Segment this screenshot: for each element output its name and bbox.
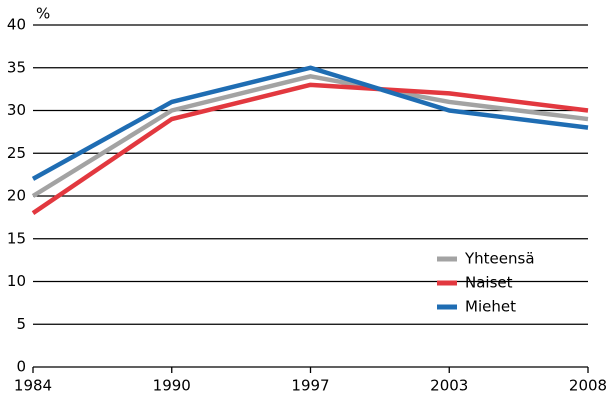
y-tick-label: 20 — [7, 187, 26, 205]
y-tick-label: 35 — [7, 58, 26, 76]
x-tick-label: 1984 — [14, 377, 52, 395]
legend-label: Miehet — [465, 298, 516, 316]
y-tick-label: 40 — [7, 16, 26, 34]
y-tick-label: 0 — [16, 358, 26, 376]
y-tick-label: 15 — [7, 229, 26, 247]
series-line — [31, 82, 589, 215]
x-tick-label: 2003 — [430, 377, 468, 395]
x-tick-label: 2008 — [569, 377, 607, 395]
series-line — [31, 74, 589, 198]
x-tick-label: 1997 — [291, 377, 329, 395]
x-tick-label: 1990 — [153, 377, 191, 395]
y-axis-unit: % — [36, 5, 50, 23]
legend-label: Naiset — [465, 274, 513, 292]
y-tick-label: 30 — [7, 101, 26, 119]
legend-label: Yhteensä — [464, 250, 535, 268]
y-tick-label: 5 — [16, 315, 26, 333]
series-line — [31, 65, 589, 181]
y-tick-label: 10 — [7, 272, 26, 290]
y-tick-label: 25 — [7, 144, 26, 162]
